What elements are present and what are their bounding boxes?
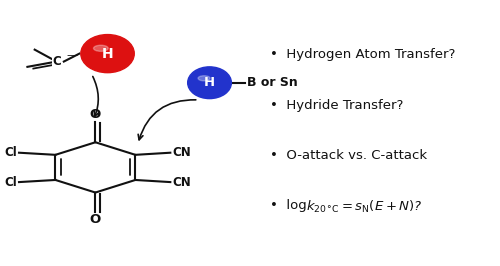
Text: H: H [204,76,215,89]
Text: —: — [66,50,77,60]
Text: •  Hydride Transfer?: • Hydride Transfer? [270,99,404,112]
Text: •  log: • log [270,199,311,212]
Text: O: O [90,108,101,121]
FancyArrowPatch shape [93,76,99,116]
Ellipse shape [81,35,134,73]
Text: C: C [52,55,61,68]
Text: •  O-attack vs. C-attack: • O-attack vs. C-attack [270,149,428,162]
Text: H: H [102,47,114,61]
Text: CN: CN [172,176,191,189]
Text: Cl: Cl [4,176,17,189]
Text: $k_{20\,°\mathrm{C}} = s_\mathrm{N}(E + N)$?: $k_{20\,°\mathrm{C}} = s_\mathrm{N}(E + … [306,199,422,215]
Ellipse shape [198,76,210,81]
Ellipse shape [94,45,108,51]
FancyArrowPatch shape [138,100,196,140]
Text: •  Hydrogen Atom Transfer?: • Hydrogen Atom Transfer? [270,48,456,61]
Text: Cl: Cl [4,146,17,159]
Text: B or Sn: B or Sn [247,76,298,89]
Text: CN: CN [172,146,191,159]
Text: O: O [90,213,101,226]
Ellipse shape [188,67,232,99]
